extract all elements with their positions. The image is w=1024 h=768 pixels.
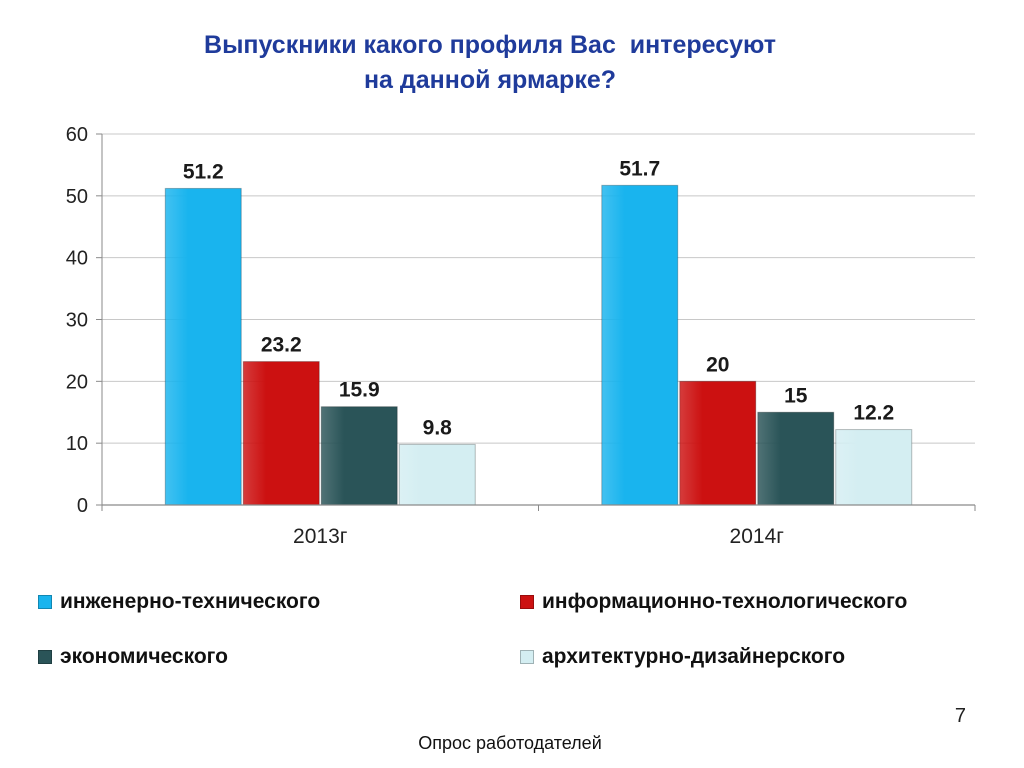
- legend-label-engineering: инженерно-технического: [60, 590, 321, 613]
- data-label: 15: [784, 384, 808, 407]
- bar: [835, 429, 913, 506]
- legend-swatch-it: [520, 595, 534, 609]
- data-label: 9.8: [423, 416, 453, 439]
- legend-swatch-architecture: [520, 650, 534, 664]
- legend-item-engineering: инженерно-технического: [38, 590, 320, 614]
- data-label: 20: [706, 353, 729, 376]
- label-layer: 51.2 23.2 15.9 9.8 51.7 20 15 12.2: [183, 157, 894, 439]
- bar: [679, 380, 757, 506]
- data-label: 23.2: [261, 334, 302, 357]
- data-label: 15.9: [339, 379, 380, 402]
- legend-label-economics: экономического: [60, 645, 228, 668]
- axis-layer: 0 10 20 30 40 50 60 2013г 2014г: [66, 124, 976, 548]
- bar: [242, 361, 320, 506]
- legend-swatch-economics: [38, 650, 52, 664]
- bar: [601, 184, 679, 506]
- x-tick-label: 2014г: [730, 525, 785, 548]
- chart-title: Выпускники какого профиля Вас интересуют…: [140, 28, 840, 98]
- y-tick-label: 60: [66, 124, 88, 146]
- legend-item-economics: экономического: [38, 645, 228, 669]
- bar: [320, 406, 398, 506]
- y-tick-label: 50: [66, 186, 88, 208]
- data-label: 51.2: [183, 160, 224, 183]
- y-tick-label: 20: [66, 371, 88, 393]
- title-line-2: на данной ярмарке?: [363, 66, 617, 94]
- bar-chart: 51.2 23.2 15.9 9.8 51.7 20 15 12.2 0 10 20 30 40 50 6…: [66, 124, 976, 548]
- x-tick-label: 2013г: [293, 525, 348, 548]
- footer-source: Опрос работодателей: [418, 733, 602, 753]
- data-label: 12.2: [853, 402, 894, 425]
- y-tick-label: 10: [66, 433, 88, 455]
- y-tick-label: 30: [66, 310, 88, 332]
- legend-swatch-engineering: [38, 595, 52, 609]
- data-label: 51.7: [619, 157, 660, 180]
- bar: [164, 187, 242, 506]
- y-tick-label: 0: [77, 495, 88, 517]
- legend-item-it: информационно-технологического: [520, 590, 907, 614]
- legend-label-architecture: архитектурно-дизайнерского: [542, 645, 846, 668]
- legend-label-it: информационно-технологического: [542, 590, 908, 613]
- title-line-1: Выпускники какого профиля Вас интересуют: [204, 31, 776, 59]
- y-tick-label: 40: [66, 248, 88, 270]
- bar: [398, 443, 476, 506]
- page-number: 7: [954, 705, 966, 727]
- bar-layer: [164, 184, 913, 506]
- bar: [757, 411, 835, 506]
- legend-item-architecture: архитектурно-дизайнерского: [520, 645, 845, 669]
